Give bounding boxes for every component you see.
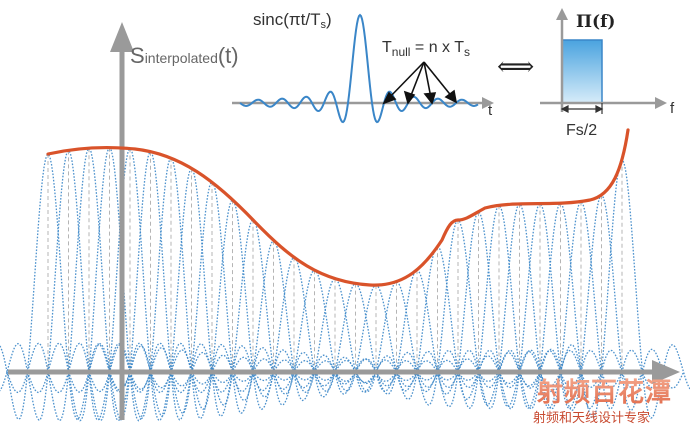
watermark-logo-text: 射频百花潭	[536, 378, 672, 408]
sinc-inset-title: sinc(πt/Ts)	[253, 10, 332, 31]
sinc-function-22	[416, 204, 582, 409]
null-spacing-annotation: Tnull = n x Ts	[382, 39, 470, 59]
sinc-function-19	[354, 245, 520, 401]
rect-inset-x-axis-arrow	[655, 97, 667, 109]
sinc-function-9	[149, 199, 315, 411]
rect-inset-x-axis-label: f	[670, 100, 675, 117]
null-arrow-2-head	[403, 90, 416, 105]
null-pointer-arrows	[382, 61, 458, 105]
null-arrow-1-head	[382, 91, 397, 105]
sinc-function-17	[314, 281, 479, 393]
sinc-function-10	[170, 219, 336, 406]
null-arrow-3-head	[423, 92, 437, 105]
rect-inset: Π(f) f Fs/2	[540, 8, 675, 139]
main-y-axis-arrow	[110, 22, 134, 52]
interpolated-signal-curve	[46, 128, 630, 287]
bandwidth-dimension	[560, 103, 604, 114]
sinc-inset-x-axis-label: t	[488, 102, 493, 119]
watermark: 射频百花潭 射频和天线设计专家	[533, 378, 672, 426]
null-arrow-2	[409, 61, 425, 99]
sinc-inset-curve	[239, 13, 479, 124]
null-arrow-4-head	[444, 89, 458, 104]
sinc-function-2	[6, 147, 172, 422]
sinc-function-4	[47, 147, 213, 422]
null-arrow-4	[423, 61, 454, 99]
sinc-function-21	[395, 211, 561, 408]
sinc-inset: sinc(πt/Ts) t Tnull = n x Ts	[232, 10, 494, 124]
rect-inset-y-axis-arrow	[556, 8, 568, 20]
sinc-inset-x-axis-arrow	[482, 97, 494, 109]
sinc-function-8	[129, 181, 295, 415]
sample-grid-lines	[47, 147, 623, 372]
bandwidth-label: Fs/2	[566, 122, 597, 139]
sinc-function-26	[498, 201, 664, 410]
rect-inset-title: Π(f)	[576, 12, 615, 32]
sinc-function-24	[457, 203, 623, 410]
sinc-function-14	[252, 277, 417, 393]
null-arrow-1	[386, 61, 425, 101]
main-x-axis-arrow	[652, 360, 680, 384]
rect-function-box	[561, 39, 603, 104]
watermark-subtitle: 射频和天线设计专家	[533, 410, 650, 426]
main-axes	[8, 22, 680, 420]
equivalence-symbol: ⟺	[497, 52, 534, 82]
main-y-axis-label: Sinterpolated(t)	[130, 43, 239, 68]
null-arrow-3	[423, 61, 432, 99]
sinc-function-0	[0, 153, 131, 421]
